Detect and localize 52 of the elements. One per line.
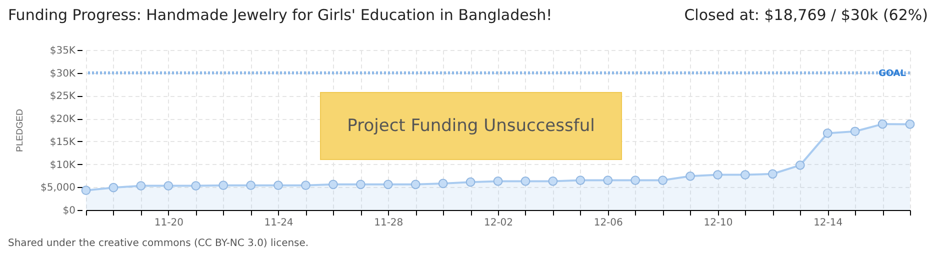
point (493, 176, 503, 186)
y-tick-label: $25K (50, 91, 76, 102)
point (658, 176, 668, 185)
point (905, 120, 915, 129)
point (795, 160, 805, 170)
point (822, 128, 832, 138)
y-tick-label: $5,000 (40, 182, 76, 194)
point (108, 182, 118, 192)
point (328, 180, 338, 190)
ref-line-label: GOAL (878, 68, 906, 79)
chart-title: Funding Progress: Handmade Jewelry for Girls' Education in Bangladesh! (8, 6, 552, 24)
point (713, 170, 722, 180)
point (686, 171, 695, 181)
x-tick-label: 12-06 (594, 218, 623, 228)
point (576, 176, 586, 185)
y-tick-label: $0 (62, 206, 76, 216)
point (466, 177, 476, 187)
point (603, 176, 613, 185)
point (301, 180, 310, 190)
point (630, 176, 640, 185)
point (274, 180, 283, 190)
point (438, 178, 448, 188)
chart-subtitle: Closed at: $18,769 / $30k (62%) (684, 6, 928, 24)
y-tick-label: $10K (50, 160, 76, 171)
y-tick-label: $15K (50, 136, 76, 148)
x-tick-label: 12-14 (814, 218, 843, 228)
point (878, 119, 888, 129)
point (768, 169, 778, 179)
x-tick-label: 11-20 (154, 218, 184, 228)
x-tick-label: 11-24 (264, 218, 294, 228)
point (383, 180, 393, 190)
point (850, 126, 860, 136)
point (356, 180, 366, 190)
point (246, 180, 256, 190)
point (520, 176, 530, 186)
x-tick-label: 12-10 (704, 218, 733, 228)
point (191, 181, 201, 190)
y-tick-label: $35K (50, 46, 76, 56)
point (548, 176, 558, 186)
notice-banner: Project Funding Unsuccessful (320, 92, 622, 160)
y-tick-label: $20K (50, 114, 76, 126)
point (81, 186, 91, 196)
point (164, 181, 174, 190)
point (410, 180, 420, 190)
y-tick-label: $30K (50, 68, 76, 80)
point (740, 170, 750, 180)
x-tick-label: 12-02 (484, 218, 514, 228)
y-axis-title: PLEDGED (14, 108, 25, 152)
x-tick-label: 11-28 (374, 218, 404, 228)
point (136, 181, 146, 190)
text: Shared under the creative commons (CC BY-NC 3.0) license. (8, 238, 309, 249)
point (218, 180, 228, 190)
